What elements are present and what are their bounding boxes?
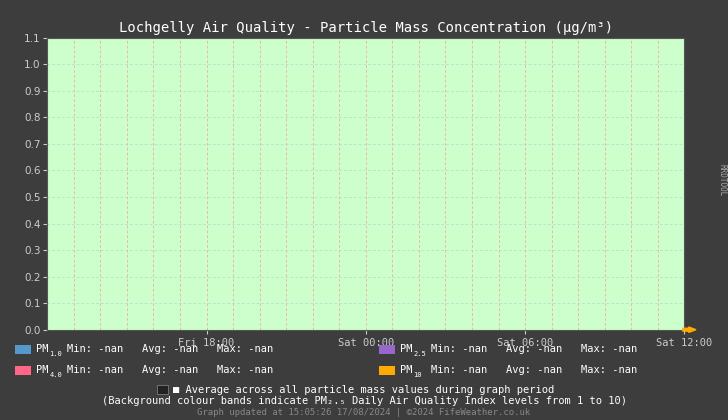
Text: PM: PM: [400, 365, 413, 375]
Text: Min: -nan   Avg: -nan   Max: -nan: Min: -nan Avg: -nan Max: -nan: [431, 344, 637, 354]
Title: Lochgelly Air Quality - Particle Mass Concentration (μg/m³): Lochgelly Air Quality - Particle Mass Co…: [119, 21, 613, 35]
Text: 4.0: 4.0: [50, 372, 63, 378]
Text: Min: -nan   Avg: -nan   Max: -nan: Min: -nan Avg: -nan Max: -nan: [67, 365, 273, 375]
Text: ■ Average across all particle mass values during graph period: ■ Average across all particle mass value…: [173, 385, 554, 395]
Text: 1.0: 1.0: [50, 351, 63, 357]
Text: PM: PM: [36, 365, 49, 375]
Text: Min: -nan   Avg: -nan   Max: -nan: Min: -nan Avg: -nan Max: -nan: [431, 365, 637, 375]
Text: 10: 10: [414, 372, 422, 378]
Text: PM: PM: [400, 344, 413, 354]
Text: (Background colour bands indicate PM₂.₅ Daily Air Quality Index levels from 1 to: (Background colour bands indicate PM₂.₅ …: [101, 396, 627, 406]
Text: 2.5: 2.5: [414, 351, 427, 357]
Text: RRDTOOL: RRDTOOL: [718, 164, 727, 197]
Text: PM: PM: [36, 344, 49, 354]
Text: Min: -nan   Avg: -nan   Max: -nan: Min: -nan Avg: -nan Max: -nan: [67, 344, 273, 354]
Text: Graph updated at 15:05:26 17/08/2024 | ©2024 FifeWeather.co.uk: Graph updated at 15:05:26 17/08/2024 | ©…: [197, 408, 531, 417]
